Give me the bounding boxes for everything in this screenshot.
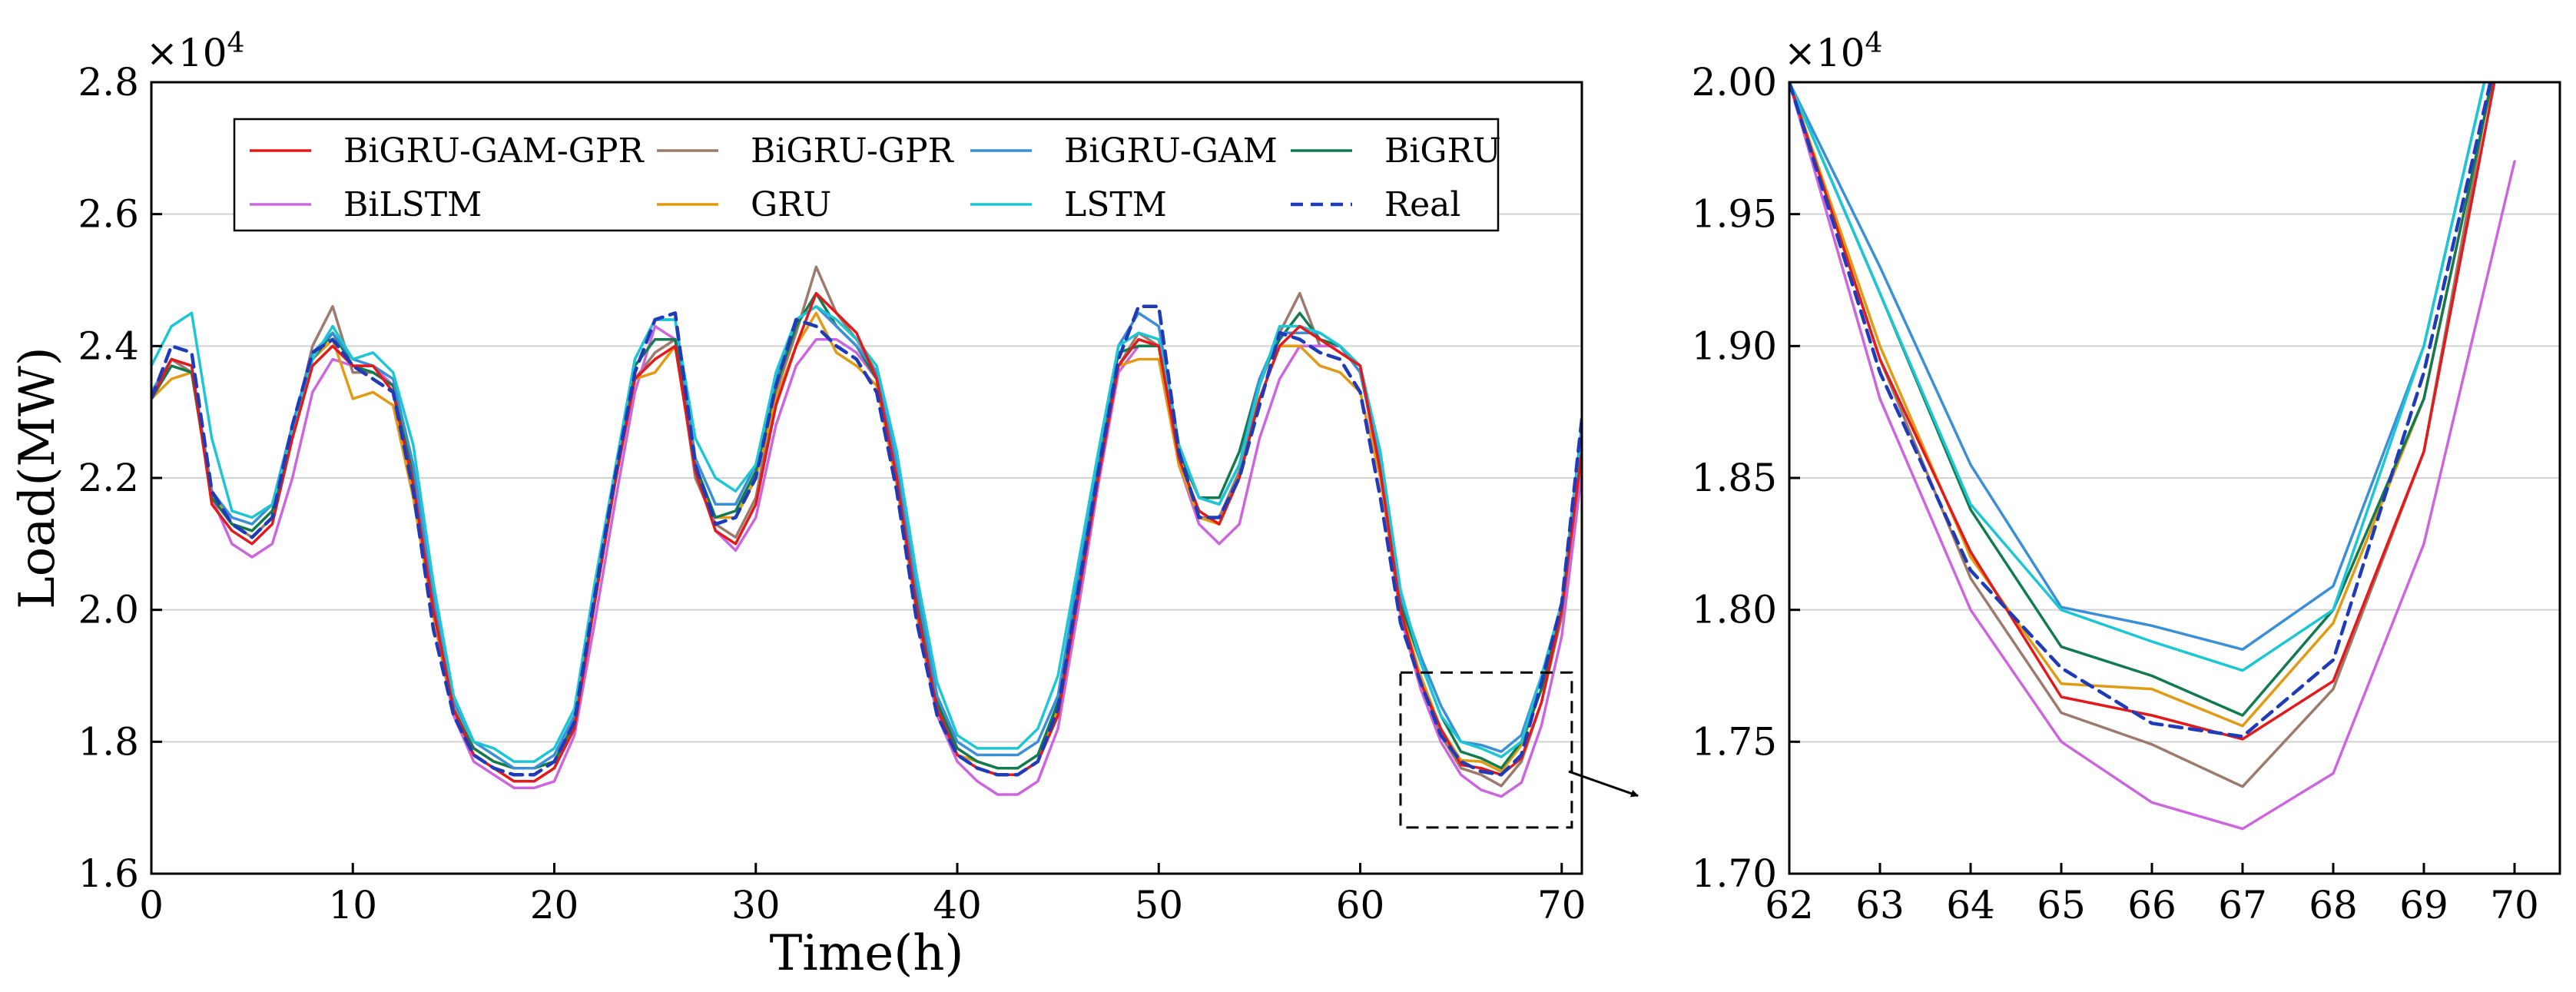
- zoom-ytick-label: 1.80: [1692, 588, 1777, 632]
- zoom-y-exponent-power: 4: [1865, 28, 1883, 59]
- zoom-xtick-label: 68: [2309, 883, 2358, 927]
- legend-item-lstm: LSTM: [970, 185, 1167, 224]
- zoom-arrow: [1568, 770, 1639, 798]
- legend-label-bigru-gam-gpr: BiGRU-GAM-GPR: [343, 131, 645, 171]
- main-ytick-label: 2.8: [78, 60, 139, 105]
- legend-label-real: Real: [1384, 185, 1460, 224]
- legend-label-bilstm: BiLSTM: [343, 185, 482, 224]
- main-series-real: [151, 304, 1582, 777]
- zoom-chart: 1.70 1.75 1.80 1.85 1.90 1.95 2.00 62 63 64 65 66 67…: [1692, 28, 2561, 927]
- main-y-axis-title: Load(MW): [9, 347, 66, 609]
- main-xtick-label: 70: [1537, 883, 1586, 927]
- legend-label-bigru: BiGRU: [1384, 131, 1501, 171]
- main-ticks: 1.6 1.8 2.0 2.2 2.4 2.6 2.8 0 10 20 30 40 50 60 70: [78, 60, 1586, 927]
- legend-item-gru: GRU: [657, 185, 831, 224]
- zoom-series-real: [1789, 82, 2492, 738]
- main-series-gru: [151, 311, 1582, 773]
- zoom-ytick-label: 2.00: [1692, 60, 1777, 105]
- main-ytick-label: 1.8: [78, 719, 139, 764]
- zoom-region-box: [1399, 671, 1573, 829]
- main-x-axis-title: Time(h): [770, 925, 964, 982]
- legend-item-real: Real: [1291, 185, 1460, 224]
- zoom-xtick-label: 67: [2218, 883, 2267, 927]
- zoom-xtick-label: 63: [1855, 883, 1905, 927]
- main-xtick-label: 20: [530, 883, 579, 927]
- legend-item-bigru-gpr: BiGRU-GPR: [657, 131, 955, 171]
- main-chart: 1.6 1.8 2.0 2.2 2.4 2.6 2.8 0 10 20 30 40 50 60 70 Loa…: [9, 28, 1639, 982]
- main-series-bigru-gam-gpr: [151, 291, 1582, 783]
- main-y-exponent-power: 4: [227, 28, 245, 59]
- legend-label-bigru-gpr: BiGRU-GPR: [751, 131, 955, 171]
- zoom-xtick-label: 69: [2399, 883, 2448, 927]
- main-ytick-label: 1.6: [78, 851, 139, 896]
- zoom-series-bigru-gam-gpr: [1789, 82, 2496, 741]
- legend-frame: [233, 118, 1500, 232]
- legend-item-bigru-gam: BiGRU-GAM: [970, 131, 1278, 171]
- zoom-y-exponent-base: ×10: [1784, 31, 1865, 75]
- zoom-ytick-label: 1.70: [1692, 851, 1777, 896]
- main-grid: [151, 213, 1582, 743]
- zoom-series-lstm: [1789, 82, 2486, 672]
- zoom-series-bigru: [1789, 82, 2494, 717]
- main-ytick-label: 2.2: [78, 456, 139, 500]
- legend: BiGRU-GAM-GPR BiGRU-GPR BiGRU-GAM BiGRU BiLS…: [233, 118, 1501, 232]
- zoom-ticks: 1.70 1.75 1.80 1.85 1.90 1.95 2.00 62 63 64 65 66 67…: [1692, 60, 2539, 927]
- legend-items: BiGRU-GAM-GPR BiGRU-GPR BiGRU-GAM BiGRU BiLS…: [250, 131, 1501, 224]
- legend-item-bigru-gam-gpr: BiGRU-GAM-GPR: [250, 131, 645, 171]
- legend-label-gru: GRU: [751, 185, 831, 224]
- main-xtick-label: 40: [933, 883, 982, 927]
- main-series: [151, 265, 1582, 798]
- zoom-ytick-label: 1.85: [1692, 456, 1777, 500]
- legend-label-lstm: LSTM: [1064, 185, 1167, 224]
- legend-item-bigru: BiGRU: [1291, 131, 1501, 171]
- zoom-xtick-label: 62: [1765, 883, 1814, 927]
- zoom-ytick-label: 1.75: [1692, 719, 1777, 764]
- main-xtick-label: 10: [328, 883, 377, 927]
- main-y-exponent: ×104: [146, 28, 244, 75]
- zoom-grid: [1789, 213, 2560, 743]
- main-ytick-label: 2.6: [78, 192, 139, 237]
- main-ytick-label: 2.0: [78, 588, 139, 632]
- zoom-y-exponent: ×104: [1784, 28, 1882, 75]
- main-xtick-label: 60: [1336, 883, 1385, 927]
- zoom-xtick-label: 64: [1946, 883, 1995, 927]
- zoom-xtick-label: 65: [2037, 883, 2086, 927]
- main-ytick-label: 2.4: [78, 323, 139, 368]
- zoom-ytick-label: 1.90: [1692, 323, 1777, 368]
- zoom-series-bigru-gam: [1789, 82, 2486, 651]
- zoom-series-bilstm: [1789, 82, 2516, 831]
- legend-item-bilstm: BiLSTM: [250, 185, 482, 224]
- zoom-ytick-label: 1.95: [1692, 192, 1777, 237]
- legend-label-bigru-gam: BiGRU-GAM: [1064, 131, 1278, 171]
- main-y-exponent-base: ×10: [146, 31, 227, 75]
- zoom-series: [1789, 82, 2516, 831]
- main-xtick-label: 0: [139, 883, 164, 927]
- main-series-bigru-gpr: [151, 265, 1582, 788]
- zoom-xtick-label: 66: [2127, 883, 2177, 927]
- main-xtick-label: 30: [731, 883, 781, 927]
- zoom-xtick-label: 70: [2490, 883, 2539, 927]
- main-xtick-label: 50: [1134, 883, 1183, 927]
- zoom-series-gru: [1789, 82, 2494, 728]
